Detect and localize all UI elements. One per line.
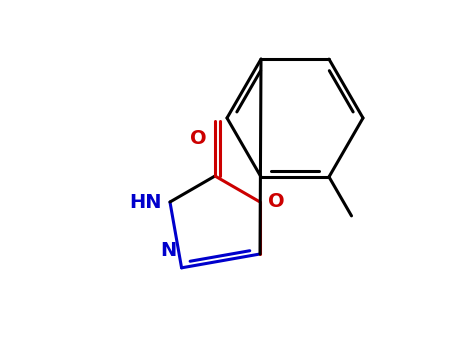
- Text: N: N: [160, 241, 177, 260]
- Text: O: O: [268, 193, 285, 211]
- Text: O: O: [190, 129, 207, 148]
- Text: HN: HN: [130, 193, 162, 211]
